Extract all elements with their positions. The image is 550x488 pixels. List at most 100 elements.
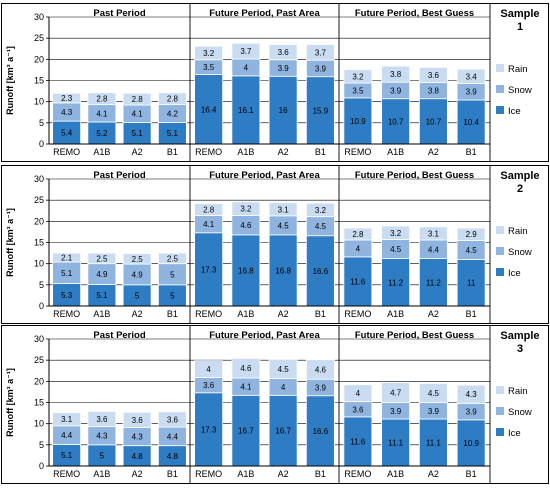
legend-label: Rain bbox=[508, 226, 528, 237]
x-tick-label: B1 bbox=[466, 469, 477, 479]
data-label: 3.6 bbox=[203, 381, 215, 390]
bar-rain bbox=[268, 358, 298, 379]
bar-rain bbox=[194, 360, 224, 378]
data-label: 4.6 bbox=[315, 365, 327, 374]
x-tick-label: B1 bbox=[167, 469, 178, 479]
y-axis-label: Runoff [km³ a⁻¹] bbox=[5, 368, 15, 437]
bar-rain bbox=[343, 384, 373, 403]
bar-rain bbox=[343, 69, 373, 84]
data-label: 3.9 bbox=[315, 64, 327, 73]
data-label: 4.8 bbox=[167, 452, 179, 461]
x-tick-label: REMO bbox=[344, 309, 371, 319]
data-label: 3.4 bbox=[466, 72, 478, 81]
data-label: 4 bbox=[244, 63, 249, 72]
bar-rain bbox=[122, 253, 152, 265]
legend-label: Ice bbox=[508, 428, 521, 439]
legend-label: Ice bbox=[508, 106, 521, 117]
data-label: 3.6 bbox=[278, 48, 290, 57]
data-label: 11.6 bbox=[350, 277, 366, 286]
y-tick-label: 20 bbox=[34, 54, 44, 64]
data-label: 3.9 bbox=[315, 383, 327, 392]
y-tick-label: 15 bbox=[34, 238, 44, 248]
bar-rain bbox=[456, 384, 486, 404]
x-tick-label: REMO bbox=[195, 147, 222, 157]
y-tick-label: 25 bbox=[34, 33, 44, 43]
x-tick-label: A2 bbox=[132, 147, 143, 157]
data-label: 4.5 bbox=[466, 246, 478, 255]
data-label: 5.4 bbox=[61, 129, 73, 138]
bar-rain bbox=[52, 412, 82, 427]
sample-label: Sample 3 bbox=[500, 330, 539, 355]
data-label: 3.2 bbox=[390, 229, 402, 238]
bar-rain bbox=[381, 225, 411, 240]
x-tick-label: REMO bbox=[195, 309, 222, 319]
data-label: 11.1 bbox=[388, 439, 404, 448]
data-label: 4.2 bbox=[167, 110, 179, 119]
data-label: 4.6 bbox=[240, 221, 252, 230]
bar-ice bbox=[456, 99, 486, 145]
bar-rain bbox=[418, 66, 448, 84]
data-label: 2.5 bbox=[132, 255, 144, 264]
data-label: 4.8 bbox=[132, 452, 144, 461]
bar-rain bbox=[305, 202, 335, 218]
bar-ice bbox=[231, 75, 261, 145]
data-label: 16 bbox=[279, 106, 288, 115]
data-label: 3.2 bbox=[203, 49, 215, 58]
sample-label: Sample 2 bbox=[500, 170, 539, 195]
chart-panel-sample-2: 5.3 5.1 2.1 REMO 5.1 4.9 2.5 A1B 5 4.9 2.5 A2 5 5 2.5 B… bbox=[1, 165, 549, 324]
legend-label: Rain bbox=[508, 386, 528, 397]
data-label: 2.8 bbox=[352, 230, 364, 239]
data-label: 4.9 bbox=[96, 270, 108, 279]
data-label: 4.4 bbox=[61, 431, 73, 440]
bar-rain bbox=[87, 410, 117, 428]
data-label: 2.8 bbox=[167, 95, 179, 104]
data-label: 3.6 bbox=[96, 415, 108, 424]
bar-ice bbox=[268, 394, 298, 467]
data-label: 3.9 bbox=[390, 407, 402, 416]
legend-swatch-ice bbox=[496, 428, 504, 436]
x-tick-label: A2 bbox=[428, 309, 439, 319]
chart-panel-sample-3: 5.1 4.4 3.1 REMO 5 4.3 3.6 A1B 4.8 4.3 3.6 A2 4.8 4.4… bbox=[1, 325, 549, 484]
bar-rain bbox=[231, 201, 261, 216]
x-tick-label: B1 bbox=[315, 469, 326, 479]
bar-rain bbox=[418, 226, 448, 241]
sample-label: Sample 1 bbox=[500, 8, 539, 33]
x-tick-label: B1 bbox=[315, 147, 326, 157]
bar-rain bbox=[194, 45, 224, 61]
data-label: 4.3 bbox=[96, 432, 108, 441]
data-label: 5.1 bbox=[96, 291, 108, 300]
bar-rain bbox=[305, 44, 335, 61]
data-label: 3.8 bbox=[390, 70, 402, 79]
x-tick-label: A2 bbox=[278, 147, 289, 157]
panel-frame bbox=[1, 325, 549, 484]
data-label: 3.6 bbox=[428, 71, 440, 80]
bar-rain bbox=[268, 44, 298, 61]
y-tick-label: 0 bbox=[39, 301, 44, 311]
data-label: 3.9 bbox=[466, 88, 478, 97]
sample-label-line: Sample bbox=[500, 330, 539, 342]
data-label: 16.1 bbox=[238, 106, 254, 115]
sample-label-line: 1 bbox=[517, 21, 523, 33]
legend-label: Snow bbox=[508, 85, 532, 96]
data-label: 2.8 bbox=[96, 95, 108, 104]
data-label: 17.3 bbox=[201, 425, 217, 434]
x-tick-label: A1B bbox=[93, 469, 110, 479]
bar-rain bbox=[87, 252, 117, 265]
data-label: 4 bbox=[356, 389, 361, 398]
legend-swatch-snow bbox=[496, 407, 504, 415]
x-tick-label: A2 bbox=[428, 147, 439, 157]
data-label: 3.1 bbox=[428, 229, 440, 238]
y-tick-label: 5 bbox=[39, 118, 44, 128]
bar-rain bbox=[456, 227, 486, 241]
bar-rain bbox=[381, 382, 411, 403]
y-axis-label: Runoff [km³ a⁻¹] bbox=[5, 46, 15, 115]
data-label: 3.9 bbox=[278, 64, 290, 73]
bar-rain bbox=[343, 227, 373, 241]
sample-label-line: 2 bbox=[517, 183, 523, 195]
bar-ice bbox=[305, 395, 335, 467]
legend-swatch-rain bbox=[496, 386, 504, 394]
data-label: 5 bbox=[170, 270, 175, 279]
y-tick-label: 15 bbox=[34, 76, 44, 86]
data-label: 2.9 bbox=[466, 230, 478, 239]
group-title: Past Period bbox=[93, 170, 145, 181]
